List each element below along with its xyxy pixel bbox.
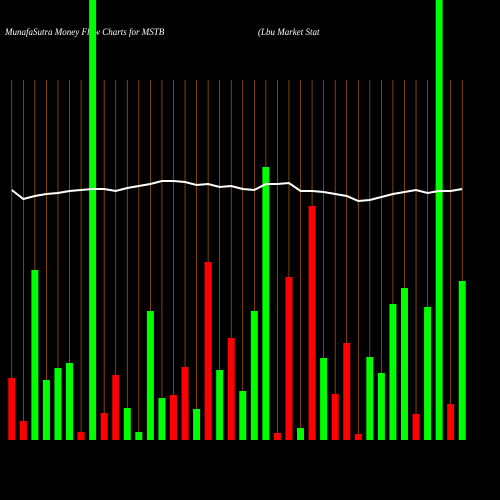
bar [181, 367, 189, 440]
bar [216, 370, 224, 440]
bar [169, 395, 177, 440]
bar [227, 338, 235, 440]
bar [89, 0, 97, 440]
bar [19, 421, 27, 440]
bar [320, 358, 328, 440]
line [11, 180, 463, 203]
chart-subtitle: (Lbu Market Stat [258, 27, 320, 37]
bar [250, 311, 258, 440]
bar [297, 428, 305, 440]
bar [204, 262, 212, 440]
bar [343, 343, 351, 440]
bar [112, 375, 120, 440]
bar [331, 394, 339, 440]
bar [354, 434, 362, 440]
bar [31, 270, 39, 440]
bar [100, 413, 108, 440]
bar [54, 368, 62, 440]
bar [377, 373, 385, 440]
bar [262, 167, 270, 440]
bar [42, 380, 50, 440]
bar [285, 277, 293, 440]
bar [424, 307, 432, 440]
bar [435, 0, 443, 440]
bar [8, 378, 16, 440]
bar [146, 311, 154, 440]
bar [400, 288, 408, 440]
bar [273, 433, 281, 440]
bar [77, 432, 85, 440]
chart-title: MunafaSutra Money Flow Charts for MSTB [4, 27, 165, 37]
bar [458, 281, 466, 440]
bar [66, 363, 74, 440]
bar [135, 432, 143, 440]
bar [389, 304, 397, 440]
bar [239, 391, 247, 440]
bar [158, 398, 166, 440]
bar [308, 206, 316, 440]
bar [123, 408, 131, 440]
bar [447, 404, 455, 440]
bar [366, 357, 374, 440]
bar [193, 409, 201, 440]
bar [412, 414, 420, 440]
